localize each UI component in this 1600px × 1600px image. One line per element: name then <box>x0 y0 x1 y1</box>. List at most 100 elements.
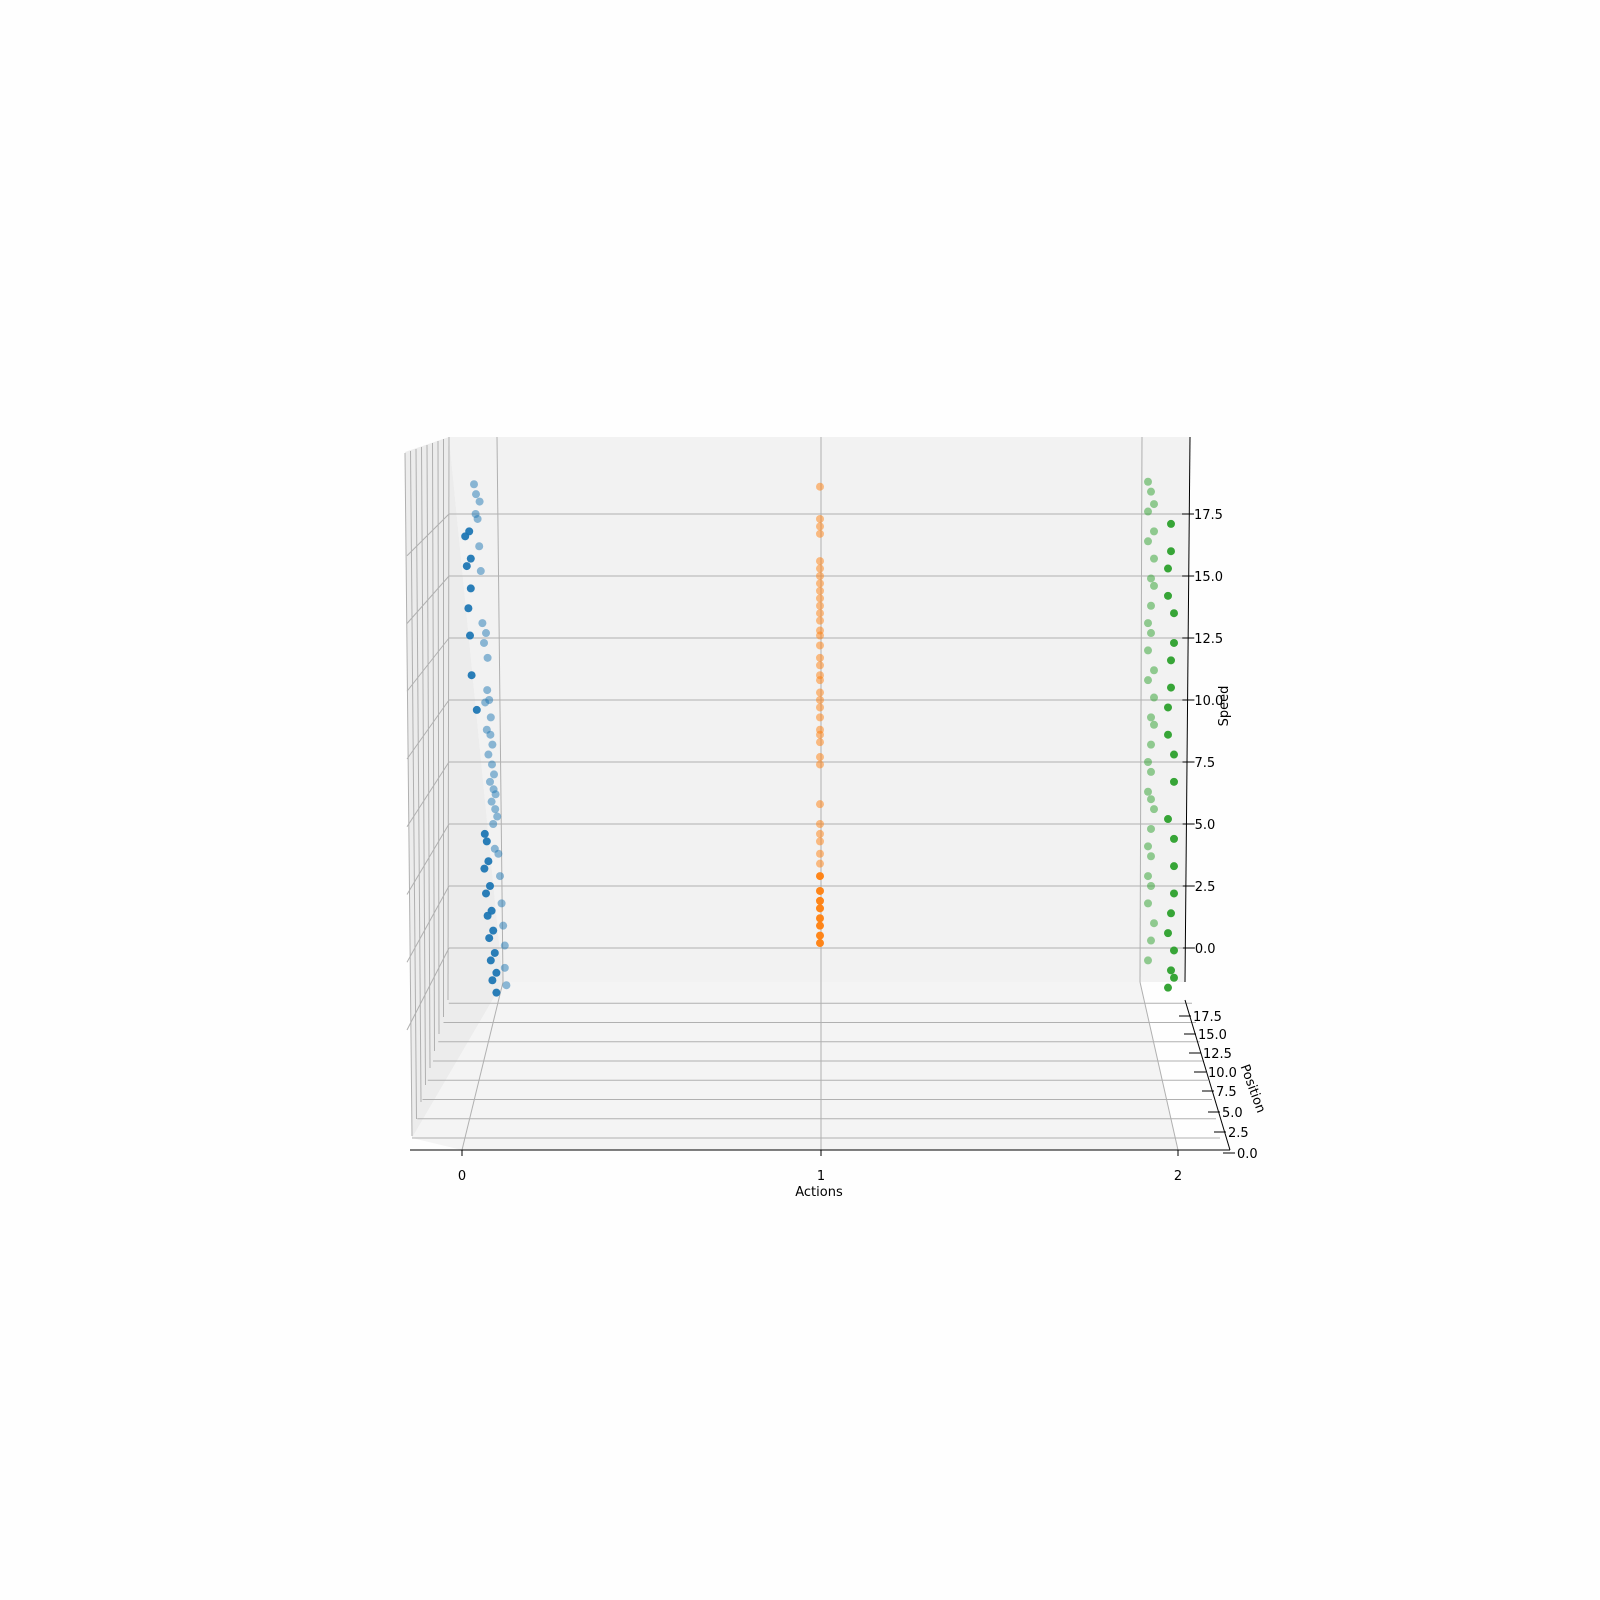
data-point <box>1170 946 1178 955</box>
data-point <box>1167 966 1175 975</box>
data-point <box>1144 787 1152 796</box>
data-point <box>816 594 824 603</box>
data-point <box>1150 581 1158 590</box>
speed-tick-label: 0.0 <box>1195 942 1216 957</box>
data-point <box>1147 740 1155 749</box>
data-point <box>490 770 498 779</box>
grid-line <box>1139 436 1143 983</box>
x-tick-label: 2 <box>1174 1169 1182 1184</box>
data-point <box>489 820 498 828</box>
data-point <box>1147 824 1155 833</box>
data-point <box>1170 777 1178 786</box>
data-point <box>1164 983 1172 992</box>
data-point <box>486 956 495 965</box>
actions-axis-ticks: 0 1 2 <box>458 1150 1182 1184</box>
data-point <box>816 557 824 566</box>
data-point <box>1147 713 1155 722</box>
data-point <box>494 849 503 858</box>
position-tick-label: 15.0 <box>1198 1028 1227 1043</box>
data-point <box>1144 477 1152 486</box>
speed-axis-ticks: 0.0 2.5 5.0 7.5 10.0 12.5 15.0 17.5 <box>1182 508 1223 957</box>
grid-line <box>421 446 426 1086</box>
data-point <box>1147 882 1155 890</box>
data-point <box>475 497 484 506</box>
speed-tick-label: 17.5 <box>1194 508 1223 523</box>
data-point <box>482 629 490 638</box>
position-tick-label: 0.0 <box>1237 1147 1258 1162</box>
data-point <box>486 713 495 722</box>
data-point <box>1147 852 1155 861</box>
data-point <box>1150 500 1158 509</box>
x-axis-label: Actions <box>795 1185 843 1200</box>
data-point <box>816 661 824 670</box>
data-point <box>816 579 824 588</box>
data-point <box>1164 703 1172 712</box>
grid-line <box>406 947 450 1031</box>
data-point <box>475 542 484 551</box>
data-point <box>466 554 475 563</box>
data-point <box>816 820 824 828</box>
data-point <box>816 872 824 881</box>
data-point <box>816 800 824 809</box>
data-point <box>1170 750 1178 759</box>
position-tick-label: 5.0 <box>1222 1106 1243 1121</box>
data-point <box>816 609 824 618</box>
position-axis-ticks: 0.0 2.5 5.0 7.5 10.0 12.5 15.0 17.5 <box>1179 1010 1258 1162</box>
data-point <box>1144 842 1152 851</box>
data-point <box>816 859 824 868</box>
data-point <box>466 584 475 593</box>
data-point <box>500 963 509 972</box>
data-point <box>816 586 824 595</box>
data-point <box>1164 929 1172 938</box>
data-point <box>480 638 488 647</box>
data-point <box>816 849 824 858</box>
data-point <box>486 777 494 786</box>
data-point <box>464 604 473 613</box>
data-point <box>1144 619 1152 628</box>
data-point <box>1164 815 1172 824</box>
grid-line <box>426 444 431 1069</box>
data-point <box>483 653 492 662</box>
data-point <box>461 532 470 541</box>
data-point <box>1150 720 1158 729</box>
data-point <box>466 631 474 640</box>
axis-lines <box>410 436 1231 1151</box>
speed-tick-label: 10.0 <box>1194 694 1223 709</box>
grid-line <box>406 885 450 963</box>
data-point <box>1144 646 1152 655</box>
data-point <box>816 837 824 846</box>
data-point <box>484 857 493 866</box>
data-point <box>470 480 478 489</box>
data-point <box>816 713 824 722</box>
floor-pane <box>412 982 1178 1150</box>
y-axis-line <box>1184 999 1231 1151</box>
data-point <box>816 896 824 905</box>
data-point <box>483 686 492 695</box>
grid-line <box>447 436 450 1001</box>
data-point <box>1147 767 1155 776</box>
data-point <box>1170 889 1178 898</box>
data-point <box>1150 693 1158 702</box>
data-point <box>816 730 824 739</box>
data-point <box>816 931 824 940</box>
data-point <box>1144 676 1152 685</box>
data-point <box>816 738 824 747</box>
data-point <box>496 872 504 881</box>
data-point <box>1150 919 1158 928</box>
data-point <box>492 968 501 977</box>
data-point <box>488 976 497 985</box>
data-point <box>1144 956 1152 965</box>
data-point <box>816 939 824 948</box>
data-point <box>481 698 490 707</box>
data-point <box>489 926 498 935</box>
speed-tick-label: 2.5 <box>1195 880 1216 895</box>
data-points <box>461 477 1178 997</box>
grid-line <box>432 442 435 1052</box>
position-tick-label: 12.5 <box>1203 1047 1232 1062</box>
data-point <box>476 567 485 576</box>
data-point <box>488 740 497 749</box>
data-point <box>499 921 508 930</box>
grid-line <box>1139 981 1179 1151</box>
data-point <box>816 760 824 769</box>
data-point <box>486 882 494 890</box>
